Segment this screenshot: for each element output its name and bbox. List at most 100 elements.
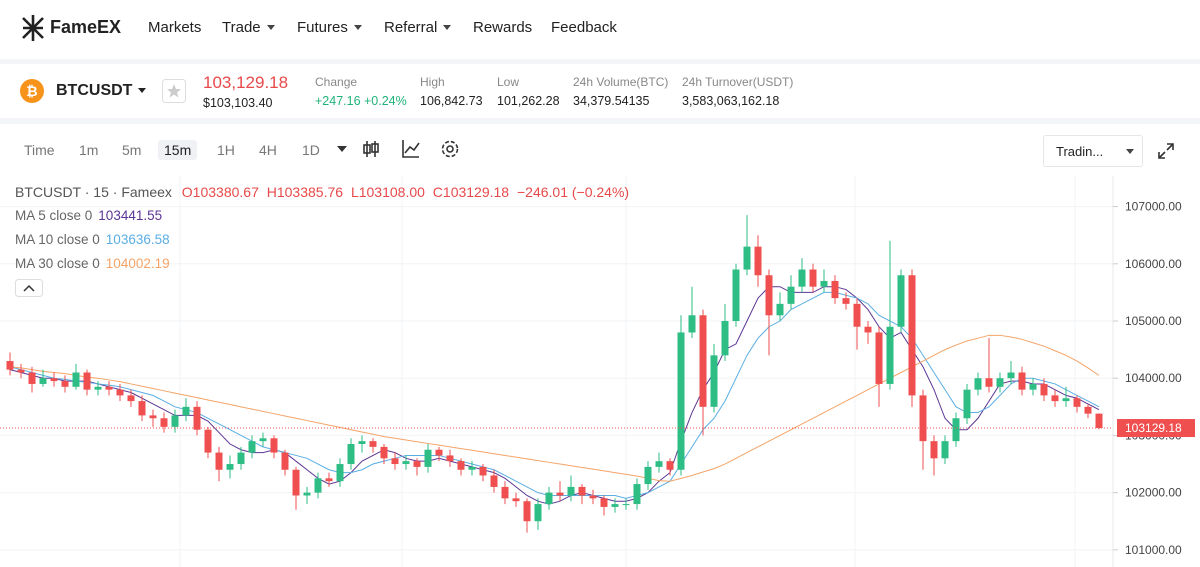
symbol[interactable]: BTCUSDT bbox=[56, 82, 133, 99]
nav-item[interactable]: Trade bbox=[222, 19, 275, 36]
candle-body bbox=[17, 369, 25, 373]
candle-body bbox=[39, 378, 47, 384]
candle-body bbox=[809, 269, 817, 287]
candle-body bbox=[369, 441, 377, 447]
nav-item[interactable]: Futures bbox=[297, 19, 362, 36]
candle-body bbox=[1007, 372, 1015, 379]
candle-body bbox=[479, 466, 487, 476]
stat-label: 24h Volume(BTC) bbox=[573, 75, 669, 89]
fullscreen-button[interactable] bbox=[1157, 142, 1175, 160]
settings-icon[interactable] bbox=[441, 140, 459, 158]
candle-body bbox=[61, 381, 69, 387]
ma-legend-name: MA 30 close 0 bbox=[15, 256, 100, 271]
candle-body bbox=[446, 455, 454, 462]
last-price-tag bbox=[1117, 419, 1195, 438]
favorite-button[interactable] bbox=[162, 79, 186, 103]
stat-value: +247.16 +0.24% bbox=[315, 94, 407, 108]
ma-line bbox=[9, 334, 1100, 482]
candle-body bbox=[842, 298, 850, 304]
nav-item[interactable]: Markets bbox=[148, 19, 202, 36]
nav-item-text[interactable]: Referral bbox=[384, 19, 438, 36]
candle-body bbox=[248, 441, 256, 453]
interval-button[interactable]: Time bbox=[24, 142, 55, 158]
ma-legend-entry: MA 10 close 0 103636.58 bbox=[15, 232, 170, 247]
candle-body bbox=[798, 269, 806, 287]
nav-item[interactable]: Referral bbox=[384, 19, 452, 36]
legend-low: L103108.00 bbox=[351, 184, 425, 200]
candle-body bbox=[204, 429, 212, 453]
interval-button[interactable]: 4H bbox=[259, 142, 277, 158]
chart: 101000.00102000.00103000.00104000.001050… bbox=[0, 176, 1200, 567]
stat-label: 24h Turnover(USDT) bbox=[682, 75, 794, 89]
svg-text:₿: ₿ bbox=[26, 83, 37, 99]
candle-body bbox=[1029, 383, 1037, 390]
legend-close: C103129.18 bbox=[433, 184, 510, 200]
nav-item[interactable]: Feedback bbox=[551, 19, 617, 36]
candle-body bbox=[182, 406, 190, 416]
candle-body bbox=[1051, 395, 1059, 402]
candle-body bbox=[424, 449, 432, 467]
layout-dropdown-text[interactable]: Tradin... bbox=[1056, 144, 1104, 159]
y-tick-label: 105000.00 bbox=[1125, 314, 1182, 328]
candle-body bbox=[512, 498, 520, 502]
candle-body bbox=[391, 458, 399, 465]
collapse-button[interactable] bbox=[15, 279, 43, 297]
candle-body bbox=[754, 246, 762, 276]
symbol-selector[interactable]: BTCUSDT bbox=[56, 82, 147, 100]
candle-body bbox=[655, 461, 663, 467]
ma-legend-value: 104002.19 bbox=[106, 256, 170, 271]
interval-more[interactable] bbox=[337, 146, 347, 152]
candle-body bbox=[468, 466, 476, 470]
candle-body bbox=[94, 386, 102, 390]
nav-item[interactable]: Rewards bbox=[473, 19, 533, 36]
interval-button[interactable]: 1m bbox=[79, 142, 99, 158]
candle-body bbox=[435, 449, 443, 456]
candle-body bbox=[941, 441, 949, 459]
candle-body bbox=[215, 452, 223, 470]
chart-legend: BTCUSDT · 15 · Fameex O103380.67 H103385… bbox=[15, 184, 629, 200]
interval-button[interactable]: 5m bbox=[122, 142, 142, 158]
nav-item-text[interactable]: Futures bbox=[297, 19, 348, 36]
indicator-icon[interactable] bbox=[402, 140, 420, 158]
logo-text[interactable]: FameEX bbox=[50, 17, 122, 37]
candle-type-icon[interactable] bbox=[363, 141, 379, 157]
candle-body bbox=[1084, 406, 1092, 414]
candle-body bbox=[1040, 383, 1048, 396]
candle-body bbox=[853, 303, 861, 327]
y-tick-label: 101000.00 bbox=[1125, 543, 1182, 557]
candle-body bbox=[787, 286, 795, 304]
candle-body bbox=[292, 469, 300, 496]
plot bbox=[0, 215, 1113, 533]
candle-body bbox=[402, 461, 410, 465]
candle-body bbox=[776, 303, 784, 316]
interval-button[interactable]: 1H bbox=[217, 142, 235, 158]
ma-legend-name: MA 10 close 0 bbox=[15, 232, 100, 247]
candle-body bbox=[457, 461, 465, 470]
candle-body bbox=[501, 486, 509, 499]
candle-body bbox=[875, 332, 883, 384]
candle-body bbox=[6, 361, 14, 370]
candle-body bbox=[127, 395, 135, 402]
candle-body bbox=[831, 280, 839, 299]
nav-item-text[interactable]: Trade bbox=[222, 19, 261, 36]
ma-line bbox=[9, 286, 1100, 505]
candle-body bbox=[347, 444, 355, 465]
stat-value: 101,262.28 bbox=[497, 94, 560, 108]
candle-body bbox=[677, 332, 685, 470]
ma-legend-entry: MA 5 close 0 103441.55 bbox=[15, 208, 162, 223]
candle-body bbox=[589, 495, 597, 499]
candle-body bbox=[490, 475, 498, 487]
candle-body bbox=[380, 446, 388, 459]
candle-body bbox=[358, 441, 366, 445]
candle-body bbox=[666, 461, 674, 470]
stat-value: 3,583,063,162.18 bbox=[682, 94, 780, 108]
interval-button[interactable]: 1D bbox=[302, 142, 320, 158]
candle-body bbox=[622, 504, 630, 506]
layout-dropdown[interactable]: Tradin... bbox=[1043, 135, 1143, 167]
candle-body bbox=[72, 372, 80, 387]
interval-button-selected[interactable]: 15m bbox=[158, 140, 198, 160]
stat-label: High bbox=[420, 75, 445, 89]
candle-body bbox=[116, 389, 124, 396]
candle-body bbox=[105, 386, 113, 390]
